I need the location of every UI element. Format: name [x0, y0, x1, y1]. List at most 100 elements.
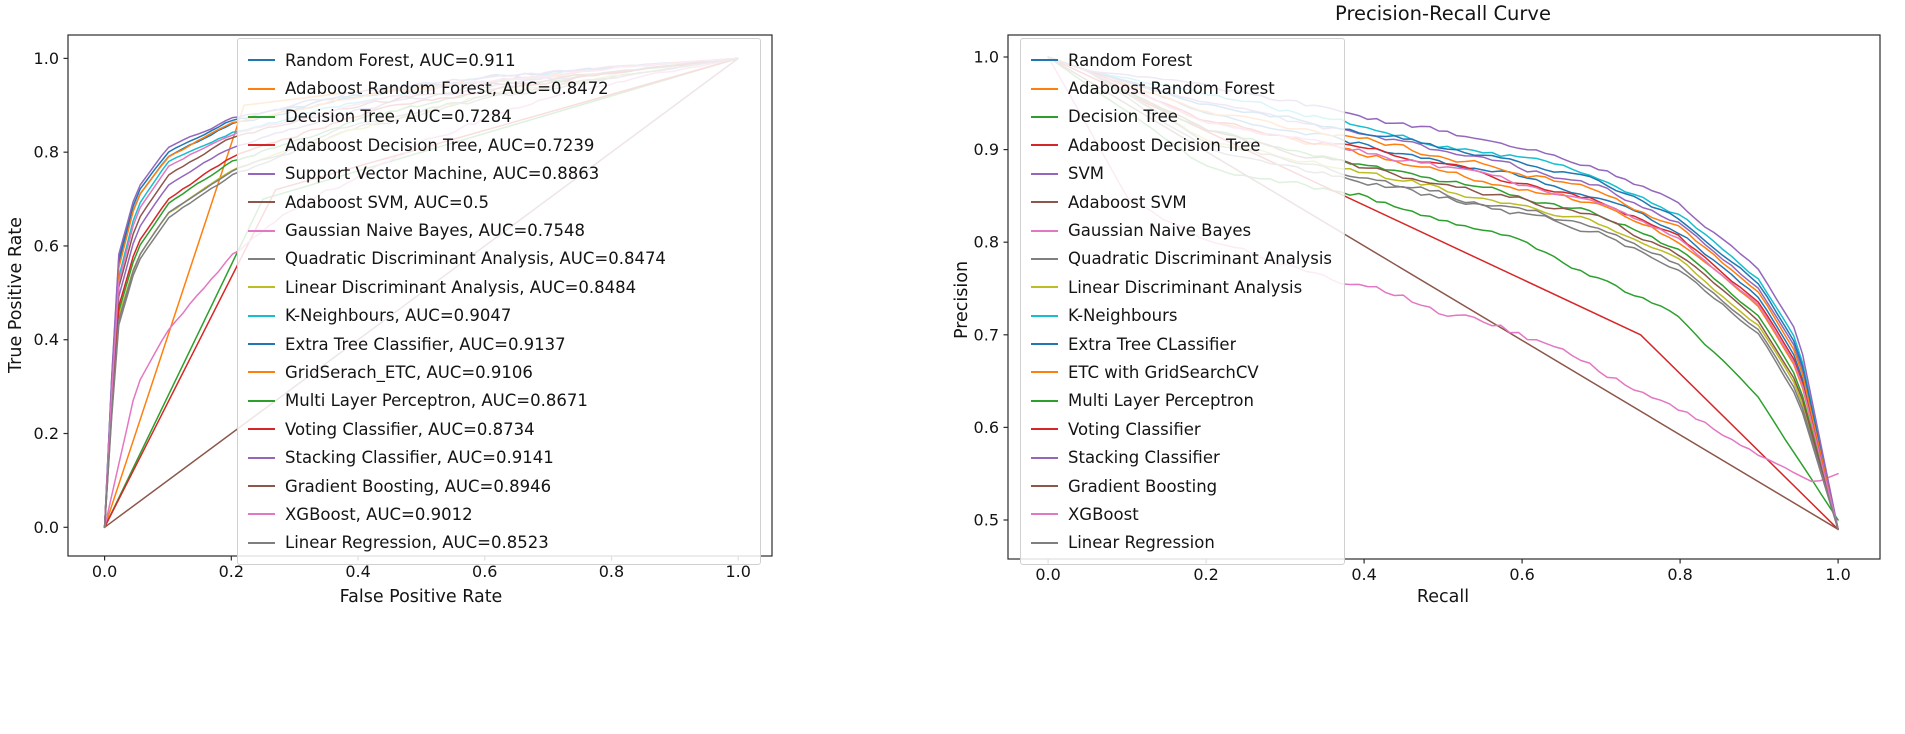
roc-y-axis-label: True Positive Rate	[6, 217, 26, 373]
legend-item-linear-discriminant-analysis: Linear Discriminant Analysis	[1031, 273, 1332, 301]
legend-line-swatch	[1031, 456, 1058, 459]
precision-recall-curve-x-tick-label: 1.0	[1825, 565, 1850, 584]
legend-item-k-neighbours: K-Neighbours, AUC=0.9047	[248, 302, 748, 330]
legend-line-swatch	[1031, 371, 1058, 374]
legend-item-voting-classifier: Voting Classifier, AUC=0.8734	[248, 415, 748, 443]
legend-label: Multi Layer Perceptron, AUC=0.8671	[285, 391, 588, 411]
legend-label: Voting Classifier	[1068, 419, 1201, 439]
pr-y-axis-label: Precision	[952, 260, 972, 340]
legend-item-gaussian-naive-bayes: Gaussian Naive Bayes	[1031, 216, 1332, 244]
roc-curve-y-tick-label: 1.0	[34, 49, 59, 68]
roc-x-axis-label: False Positive Rate	[339, 587, 503, 607]
legend-item-support-vector-machine: Support Vector Machine, AUC=0.8863	[248, 160, 748, 188]
legend-label: Adaboost Random Forest, AUC=0.8472	[285, 79, 609, 99]
legend-item-extra-tree-classifier: Extra Tree Classifier, AUC=0.9137	[248, 330, 748, 358]
legend-line-swatch	[248, 257, 275, 260]
legend-label: K-Neighbours	[1068, 306, 1178, 326]
legend-item-gradient-boosting: Gradient Boosting	[1031, 472, 1332, 500]
precision-recall-curve-y-tick-label: 0.9	[974, 140, 999, 159]
legend-line-swatch	[248, 485, 275, 488]
legend-item-stacking-classifier: Stacking Classifier	[1031, 443, 1332, 471]
legend-line-swatch	[248, 144, 275, 147]
legend-item-k-neighbours: K-Neighbours	[1031, 302, 1332, 330]
legend-label: Extra Tree Classifier, AUC=0.9137	[285, 334, 566, 354]
legend-label: Random Forest, AUC=0.911	[285, 50, 516, 70]
legend-line-swatch	[1031, 172, 1058, 175]
legend-line-swatch	[248, 286, 275, 289]
legend-line-swatch	[248, 201, 275, 204]
roc-chart: 0.0 0.2 0.4 0.6 0.8 1.0 0.0 0.2 0.4 0.6 0.8 1.0 Tru…	[0, 0, 950, 734]
legend-line-swatch	[248, 229, 275, 232]
legend-item-adaboost-decision-tree: Adaboost Decision Tree	[1031, 131, 1332, 159]
roc-curve-x-tick-label: 0.2	[219, 562, 244, 581]
roc-curve-y-tick-label: 0.4	[34, 330, 59, 349]
legend-line-swatch	[248, 87, 275, 90]
legend-label: Random Forest	[1068, 50, 1193, 70]
legend-item-voting-classifier: Voting Classifier	[1031, 415, 1332, 443]
roc-curve-x-tick-label: 0.6	[472, 562, 497, 581]
legend-item-adaboost-svm: Adaboost SVM	[1031, 188, 1332, 216]
pr-legend: Random Forest Adaboost Random Forest Decis…	[1020, 38, 1345, 566]
legend-item-adaboost-svm: Adaboost SVM, AUC=0.5	[248, 188, 748, 216]
legend-line-swatch	[1031, 59, 1058, 62]
legend-item-stacking-classifier: Stacking Classifier, AUC=0.9141	[248, 443, 748, 471]
pr-x-axis-label: Recall	[1416, 587, 1470, 607]
legend-label: Adaboost SVM, AUC=0.5	[285, 192, 489, 212]
legend-label: XGBoost	[1068, 504, 1139, 524]
pr-chart-title: Precision-Recall Curve	[1335, 2, 1551, 25]
precision-recall-curve-y-tick-label: 0.5	[974, 511, 999, 530]
legend-item-quadratic-discriminant-analysis: Quadratic Discriminant Analysis, AUC=0.8…	[248, 245, 748, 273]
legend-label: ETC with GridSearchCV	[1068, 362, 1259, 382]
legend-item-linear-regression: Linear Regression	[1031, 529, 1332, 557]
legend-item-gradient-boosting: Gradient Boosting, AUC=0.8946	[248, 472, 748, 500]
roc-curve-y-tick-label: 0.0	[34, 518, 59, 537]
legend-label: Gradient Boosting	[1068, 476, 1218, 496]
legend-line-swatch	[1031, 229, 1058, 232]
legend-line-swatch	[248, 59, 275, 62]
precision-recall-curve-x-tick-label: 0.8	[1667, 565, 1692, 584]
precision-recall-curve-y-tick-label: 1.0	[974, 48, 999, 67]
legend-line-swatch	[1031, 314, 1058, 317]
legend-line-swatch	[248, 399, 275, 402]
legend-item-multi-layer-perceptron: Multi Layer Perceptron	[1031, 387, 1332, 415]
legend-item-random-forest: Random Forest	[1031, 46, 1332, 74]
legend-label: Gaussian Naive Bayes, AUC=0.7548	[285, 221, 586, 241]
legend-item-xgboost: XGBoost, AUC=0.9012	[248, 500, 748, 528]
legend-item-linear-discriminant-analysis: Linear Discriminant Analysis, AUC=0.8484	[248, 273, 748, 301]
legend-item-decision-tree: Decision Tree, AUC=0.7284	[248, 103, 748, 131]
legend-line-swatch	[1031, 115, 1058, 118]
legend-line-swatch	[248, 456, 275, 459]
legend-label: K-Neighbours, AUC=0.9047	[285, 306, 512, 326]
legend-label: SVM	[1068, 164, 1104, 184]
roc-curve-x-tick-label: 0.0	[92, 562, 117, 581]
legend-line-swatch	[248, 428, 275, 431]
legend-label: Stacking Classifier, AUC=0.9141	[285, 448, 554, 468]
legend-item-etc-with-gridsearchcv: ETC with GridSearchCV	[1031, 358, 1332, 386]
legend-label: XGBoost, AUC=0.9012	[285, 504, 473, 524]
legend-item-svm: SVM	[1031, 160, 1332, 188]
precision-recall-curve-x-tick-label: 0.6	[1509, 565, 1534, 584]
legend-label: Multi Layer Perceptron	[1068, 391, 1254, 411]
legend-item-gridserach-etc: GridSerach_ETC, AUC=0.9106	[248, 358, 748, 386]
precision-recall-curve-y-tick-label: 0.6	[974, 418, 999, 437]
legend-item-extra-tree-classifier: Extra Tree CLassifier	[1031, 330, 1332, 358]
legend-line-swatch	[1031, 399, 1058, 402]
legend-label: Decision Tree	[1068, 107, 1178, 127]
legend-label: Adaboost SVM	[1068, 192, 1187, 212]
legend-label: Linear Regression, AUC=0.8523	[285, 533, 549, 553]
roc-curve-x-tick-label: 1.0	[725, 562, 750, 581]
legend-label: Adaboost Random Forest	[1068, 79, 1275, 99]
legend-line-swatch	[248, 314, 275, 317]
legend-line-swatch	[1031, 201, 1058, 204]
legend-line-swatch	[1031, 286, 1058, 289]
legend-label: Extra Tree CLassifier	[1068, 334, 1237, 354]
legend-label: Adaboost Decision Tree	[1068, 135, 1261, 155]
roc-curve-y-tick-label: 0.2	[34, 424, 59, 443]
precision-recall-curve-x-tick-label: 0.4	[1351, 565, 1376, 584]
legend-label: Adaboost Decision Tree, AUC=0.7239	[285, 135, 595, 155]
precision-recall-curve-x-tick-label: 0.0	[1035, 565, 1060, 584]
legend-line-swatch	[248, 343, 275, 346]
roc-curve-y-tick-label: 0.8	[34, 143, 59, 162]
precision-recall-curve-y-tick-label: 0.7	[974, 325, 999, 344]
legend-label: Linear Regression	[1068, 533, 1215, 553]
